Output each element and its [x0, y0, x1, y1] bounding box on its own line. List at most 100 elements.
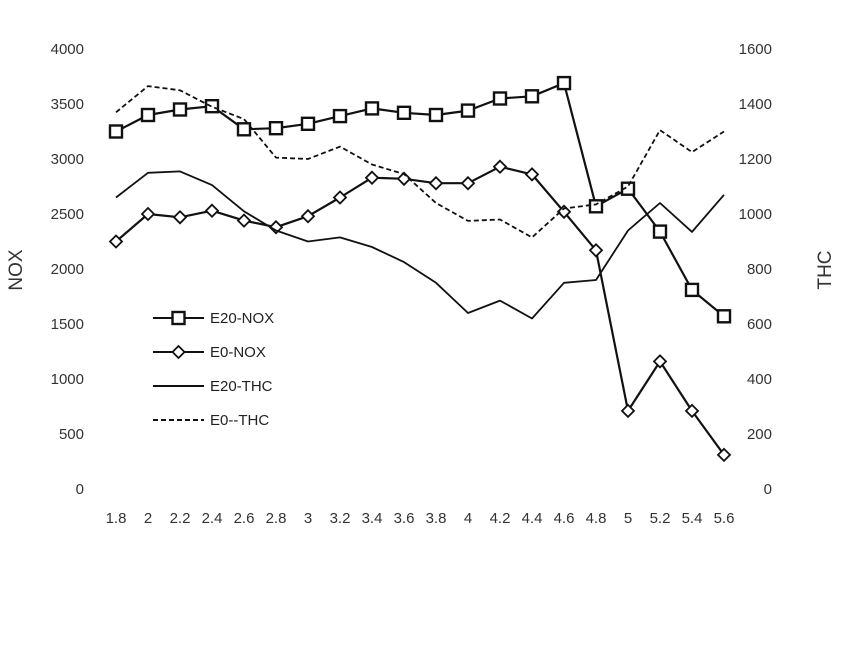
data-point-e0-nox: [460, 175, 476, 191]
legend-item-e0-thc: E0--THC: [153, 412, 269, 429]
x-tick-label: 5.6: [714, 510, 735, 527]
data-point-e20-nox: [588, 199, 604, 214]
data-point-e0-nox: [172, 210, 188, 225]
x-tick-label: 5: [624, 510, 632, 527]
data-point-e20-nox: [172, 102, 188, 117]
data-point-e0-nox: [428, 175, 444, 191]
data-point-e0-nox: [364, 170, 380, 185]
x-tick-label: 4: [464, 510, 472, 527]
x-tick-label: 5.4: [682, 510, 703, 527]
data-point-e20-nox: [268, 120, 284, 136]
x-tick-label: 3: [304, 510, 312, 527]
x-tick-label: 5.2: [650, 510, 671, 527]
left-tick-label: 1500: [51, 316, 84, 333]
data-point-e20-nox: [108, 124, 124, 139]
legend-label: E20-NOX: [210, 310, 274, 327]
data-point-e20-nox: [236, 122, 252, 137]
x-tick-label: 3.2: [330, 510, 351, 527]
data-point-e0-nox: [236, 213, 252, 228]
data-point-e0-nox: [300, 208, 316, 224]
legend-item-e20-thc: E20-THC: [153, 378, 273, 395]
data-point-e20-nox: [396, 105, 412, 121]
data-point-e20-nox: [524, 89, 540, 104]
data-point-e20-nox: [556, 75, 572, 91]
data-point-e0-nox: [108, 234, 124, 249]
data-point-e20-nox: [492, 91, 508, 106]
x-tick-label: 4.8: [586, 510, 607, 527]
data-point-e0-nox: [492, 159, 508, 174]
x-tick-label: 2.2: [170, 510, 191, 527]
right-axis-ticks: 0 200 400 600 800 1000 1200 1400 1600: [739, 41, 772, 498]
right-tick-label: 400: [747, 371, 772, 388]
data-point-e20-nox: [716, 309, 732, 324]
series-e0-thc: [115, 85, 725, 239]
data-point-e0-nox: [716, 447, 732, 463]
series-e0-nox: [108, 159, 732, 463]
x-tick-label: 2.4: [202, 510, 223, 527]
legend-item-e20-nox: E20-NOX: [153, 310, 274, 327]
right-tick-label: 1200: [739, 151, 772, 168]
series-e20-thc: [115, 170, 725, 320]
series-line-e20-nox: [115, 81, 725, 318]
left-tick-label: 0: [76, 481, 84, 498]
data-point-e0-nox: [620, 403, 636, 419]
legend-label: E0-NOX: [210, 344, 266, 361]
data-point-e0-nox: [396, 171, 412, 187]
right-tick-label: 1400: [739, 96, 772, 113]
series-line-e20-thc: [115, 170, 725, 320]
data-point-e20-nox: [620, 181, 636, 196]
series-e20-nox: [108, 75, 732, 324]
left-tick-label: 2500: [51, 206, 84, 223]
left-axis-ticks: 0 500 1000 1500 2000 2500 3000 3500 4000: [51, 41, 84, 498]
data-point-e0-nox: [140, 206, 156, 222]
series-layer: [108, 75, 732, 463]
series-line-e0-thc: [115, 85, 725, 239]
data-point-e20-nox: [332, 108, 348, 124]
left-axis-title: NOX: [6, 249, 27, 291]
right-tick-label: 800: [747, 261, 772, 278]
data-point-e20-nox: [460, 103, 476, 118]
x-tick-label: 4.6: [554, 510, 575, 527]
data-point-e0-nox: [332, 190, 348, 205]
data-point-e0-nox: [204, 203, 220, 218]
x-tick-label: 2.6: [234, 510, 255, 527]
left-tick-label: 2000: [51, 261, 84, 278]
legend-label: E20-THC: [210, 378, 273, 395]
right-tick-label: 200: [747, 426, 772, 443]
data-point-e20-nox: [684, 282, 700, 298]
legend-label: E0--THC: [210, 412, 269, 429]
left-tick-label: 500: [59, 426, 84, 443]
legend-item-e0-nox: E0-NOX: [153, 344, 266, 361]
data-point-e20-nox: [428, 107, 444, 123]
data-point-e20-nox: [140, 107, 156, 123]
data-point-e0-nox: [684, 403, 700, 419]
right-tick-label: 0: [764, 481, 772, 498]
data-point-e0-nox: [652, 354, 668, 369]
x-axis-ticks: 1.8 2 2.2 2.4 2.6 2.8 3 3.2 3.4 3.6 3.8 4 4.2 4.4 4.6 4…: [106, 510, 735, 527]
x-tick-label: 3.6: [394, 510, 415, 527]
x-tick-label: 2.8: [266, 510, 287, 527]
x-tick-label: 1.8: [106, 510, 127, 527]
data-point-e0-nox: [588, 243, 604, 258]
data-point-e20-nox: [300, 116, 316, 132]
x-tick-label: 4.4: [522, 510, 543, 527]
x-tick-label: 2: [144, 510, 152, 527]
x-tick-label: 3.4: [362, 510, 383, 527]
data-point-e0-nox: [524, 167, 540, 182]
legend: E20-NOX E0-NOX E20-THC E0--THC: [153, 310, 274, 429]
right-axis-title: THC: [815, 250, 836, 289]
x-tick-label: 4.2: [490, 510, 511, 527]
right-tick-label: 600: [747, 316, 772, 333]
data-point-e20-nox: [364, 101, 380, 116]
data-point-e0-nox: [268, 219, 284, 235]
right-tick-label: 1000: [739, 206, 772, 223]
data-point-e20-nox: [652, 224, 668, 239]
legend-marker: [171, 310, 186, 326]
left-tick-label: 3500: [51, 96, 84, 113]
x-tick-label: 3.8: [426, 510, 447, 527]
left-tick-label: 1000: [51, 371, 84, 388]
left-tick-label: 4000: [51, 41, 84, 58]
data-point-e20-nox: [204, 98, 220, 114]
